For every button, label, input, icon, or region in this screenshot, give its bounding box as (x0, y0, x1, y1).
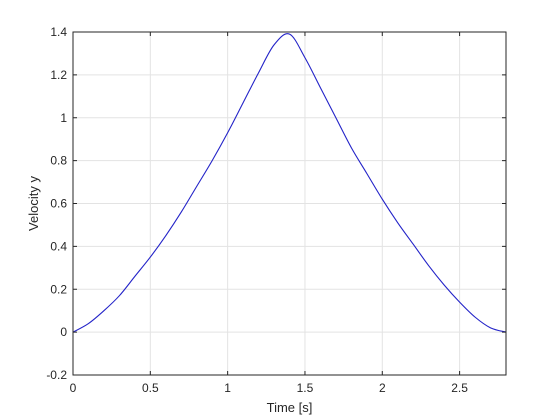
y-tick-label: -0.2 (46, 368, 67, 382)
x-axis-label: Time [s] (267, 400, 313, 415)
y-tick-label: 0.8 (50, 154, 67, 168)
x-tick-label: 1.5 (297, 381, 314, 395)
x-tick-label: 1 (224, 381, 231, 395)
x-tick-label: 0 (70, 381, 77, 395)
x-tick-label: 0.5 (142, 381, 159, 395)
y-tick-label: 0.4 (50, 239, 67, 253)
y-tick-label: 1.2 (50, 68, 67, 82)
ticks (72, 31, 506, 376)
x-tick-labels: 0 0.5 1 1.5 2 2.5 (70, 381, 469, 395)
x-tick-label: 2.5 (451, 381, 468, 395)
y-tick-label: 0.2 (50, 282, 67, 296)
y-tick-label: 1.4 (50, 25, 67, 39)
y-tick-label: 0.6 (50, 197, 67, 211)
series-line-0 (72, 33, 507, 333)
x-tick-label: 2 (379, 381, 386, 395)
y-axis-label: Velocity y (26, 176, 41, 231)
y-tick-labels: -0.2 0 0.2 0.4 0.6 0.8 1 1.2 1.4 (46, 25, 67, 382)
y-tick-label: 0 (60, 325, 67, 339)
series-layer (72, 33, 507, 333)
y-tick-label: 1 (60, 111, 67, 125)
